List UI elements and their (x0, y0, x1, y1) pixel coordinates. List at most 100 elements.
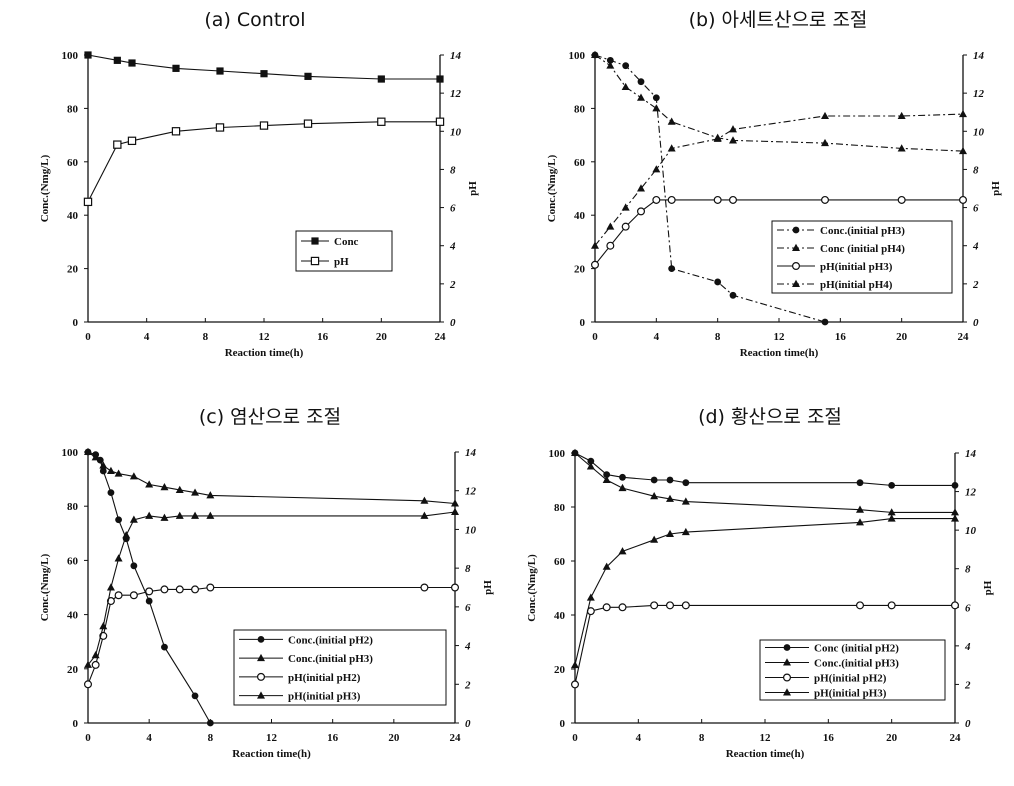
data-point-d-1 (586, 462, 595, 470)
y2-tick-label-c: 10 (465, 524, 477, 536)
data-point-c-2 (145, 587, 154, 596)
data-point-c-3 (106, 583, 115, 591)
y-tick-label-c: 80 (67, 501, 79, 513)
data-point-d-2 (665, 601, 674, 610)
y2-tick-label-a: 4 (449, 241, 456, 253)
legend-swatch-marker-c (257, 653, 265, 662)
y-tick-label-d: 80 (554, 502, 566, 514)
data-point-c-3 (84, 660, 92, 668)
data-point-d-1 (887, 508, 896, 516)
x-tick-label-c: 24 (450, 732, 462, 744)
y2-tick-label-a: 6 (450, 203, 456, 215)
data-point-a-0 (436, 75, 444, 83)
data-point-b-0 (821, 318, 829, 326)
data-point-d-2 (887, 601, 896, 610)
x-tick-label-c: 0 (85, 732, 91, 744)
legend-swatch-marker-a (311, 237, 319, 245)
data-point-d-0 (603, 471, 611, 478)
series-d-0 (571, 449, 959, 489)
data-point-c-3 (420, 511, 429, 519)
data-point-b-1 (606, 61, 615, 69)
y2-tick-label-b: 6 (973, 203, 979, 215)
y-tick-label-d: 60 (554, 556, 566, 568)
data-point-c-3 (114, 554, 123, 562)
y2-tick-label-a: 8 (450, 164, 456, 176)
legend-label-a: Conc (334, 236, 359, 248)
y2-tick-label-d: 0 (965, 718, 971, 730)
y2-tick-label-c: 12 (465, 486, 477, 498)
y2-tick-label-b: 12 (973, 88, 985, 100)
data-point-c-2 (160, 585, 169, 594)
data-point-a-1 (435, 117, 445, 126)
data-point-a-1 (215, 123, 225, 132)
data-point-b-3 (591, 241, 599, 249)
series-b-1 (591, 50, 967, 155)
x-tick-label-b: 0 (592, 331, 598, 343)
series-line-d-3 (574, 518, 955, 666)
data-point-d-3 (681, 527, 690, 536)
series-c-2 (83, 583, 460, 689)
data-point-b-3 (959, 109, 967, 118)
data-point-d-0 (856, 479, 864, 487)
data-point-a-0 (260, 70, 268, 78)
data-point-c-2 (420, 583, 429, 592)
data-point-d-1 (681, 497, 690, 505)
data-point-a-1 (83, 197, 93, 207)
data-point-b-2 (652, 195, 661, 204)
data-point-b-2 (713, 195, 722, 204)
series-line-c-1 (87, 451, 456, 505)
data-point-d-2 (855, 601, 864, 610)
y-tick-label-b: 20 (574, 264, 586, 276)
x-tick-label-d: 0 (572, 732, 578, 744)
legend-label-d: pH(initial pH2) (814, 673, 887, 685)
data-point-c-3 (160, 513, 169, 521)
x-tick-label-b: 16 (835, 331, 847, 343)
legend-swatch-marker-d (783, 658, 791, 666)
x-tick-label-a: 0 (85, 331, 91, 343)
data-point-c-1 (99, 461, 108, 469)
data-point-b-2 (667, 195, 676, 204)
data-point-a-0 (128, 59, 136, 67)
y2-tick-label-b: 14 (973, 50, 985, 62)
legend-box-d (759, 639, 946, 701)
data-point-b-2 (958, 195, 967, 204)
series-line-d-1 (574, 452, 955, 513)
data-point-c-1 (145, 480, 154, 488)
data-point-b-3 (637, 184, 645, 192)
y-tick-label-a: 20 (67, 264, 79, 276)
y-tick-label-a: 0 (73, 317, 79, 329)
x-tick-label-c: 8 (208, 732, 214, 744)
x-tick-label-c: 12 (266, 732, 278, 744)
y2-tick-label-d: 10 (965, 525, 977, 537)
x-axis-label-c: Reaction time(h) (232, 748, 311, 760)
data-point-b-0 (652, 94, 660, 102)
data-point-b-1 (621, 82, 630, 91)
data-point-b-1 (667, 117, 676, 125)
data-point-a-1 (113, 140, 122, 149)
y2-tick-label-d: 2 (964, 679, 971, 691)
y2-tick-label-a: 2 (449, 279, 456, 291)
data-point-c-0 (191, 692, 199, 700)
x-tick-label-b: 4 (654, 331, 660, 343)
data-point-c-1 (84, 447, 92, 455)
data-point-a-1 (171, 127, 181, 136)
y2-tick-label-b: 2 (972, 279, 979, 291)
data-point-c-3 (129, 515, 138, 523)
data-point-d-3 (887, 514, 896, 522)
data-point-d-2 (570, 680, 579, 689)
y-tick-label-a: 60 (67, 157, 79, 169)
series-line-d-0 (574, 452, 955, 486)
data-point-b-0 (668, 265, 676, 272)
y2-tick-label-b: 10 (973, 126, 985, 138)
data-point-b-3 (667, 144, 676, 152)
legend-swatch-marker-b (792, 226, 800, 234)
y-tick-label-b: 0 (580, 317, 586, 329)
y2-tick-label-b: 8 (973, 164, 979, 176)
data-point-c-1 (191, 488, 200, 496)
data-point-c-1 (114, 469, 123, 477)
y-tick-label-a: 80 (67, 103, 79, 115)
legend-swatch-marker-c (257, 672, 266, 681)
legend-swatch-marker-c (257, 691, 265, 699)
series-d-3 (571, 514, 959, 669)
y-tick-label-b: 60 (574, 157, 586, 169)
